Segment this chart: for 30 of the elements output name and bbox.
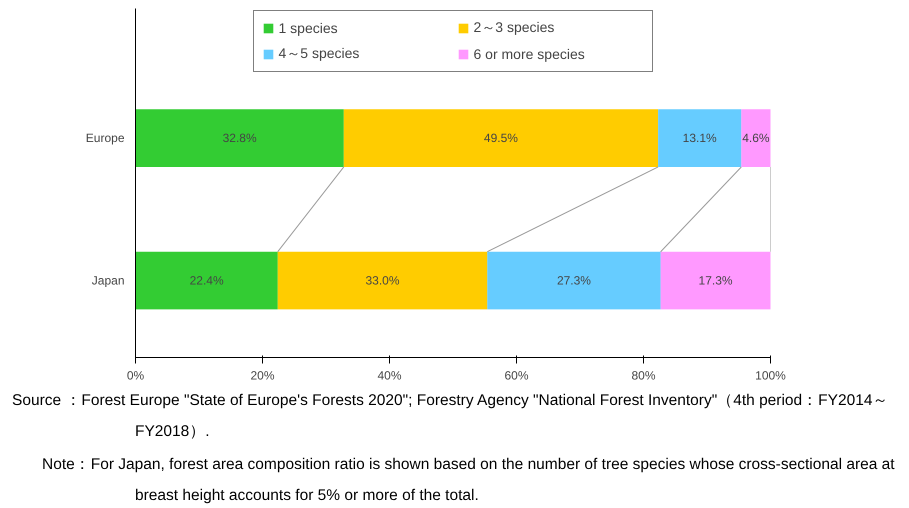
x-tick-label: 80% [631, 368, 656, 382]
data-label: 22.4% [190, 274, 224, 288]
y-tick-label: Japan [92, 274, 125, 288]
bar [658, 109, 742, 167]
data-label: 13.1% [682, 131, 718, 146]
legend-label: 1 species [278, 20, 339, 36]
x-tick-label: 100% [755, 368, 786, 382]
bar [278, 252, 488, 310]
legend-label: 6 or more species [474, 46, 586, 62]
data-label: 33.0% [366, 274, 400, 288]
source-note: Source ：Forest Europe "State of Europe's Forests 2020"; Forestry Agency "National Forest Inventory"（4th period：FY2014～FY2018）. [12, 391, 890, 442]
bar [660, 252, 770, 310]
data-label: 4.6% [742, 131, 770, 146]
x-tick-label: 40% [377, 368, 402, 382]
legend-label: 4～5 species [278, 45, 360, 63]
x-tick-label: 60% [504, 368, 529, 382]
data-label: 27.3% [556, 274, 592, 288]
bar [344, 109, 658, 167]
data-label: 32.8% [222, 131, 257, 146]
bar [487, 252, 661, 310]
bar [741, 109, 770, 167]
y-tick-label: Europe [86, 131, 125, 146]
legend-label: 2～3 species [474, 19, 556, 37]
x-tick-label: 0% [126, 368, 144, 382]
text: Note：For Japan, forest area composition ratio is shown based on the number of tree species whose cross-sectional area at breast height accounts for 5% or more of the total. [42, 455, 896, 506]
bar [136, 109, 344, 167]
data-label: 17.3% [698, 274, 733, 288]
x-tick-label: 20% [250, 368, 275, 382]
bar [136, 252, 278, 310]
data-label: 49.5% [484, 131, 518, 146]
